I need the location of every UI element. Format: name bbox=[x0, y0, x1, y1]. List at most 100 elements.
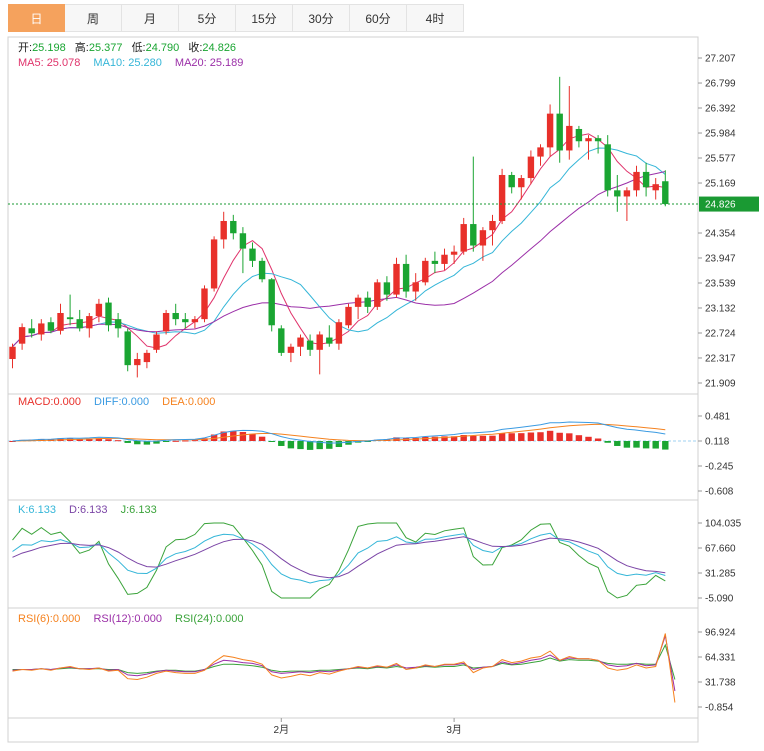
kdj-y-tick-label: -5.090 bbox=[705, 594, 734, 605]
candle-body bbox=[633, 171, 640, 191]
period-tabs: 日 周 月 5分 15分 30分 60分 4时 bbox=[8, 4, 464, 34]
candle bbox=[335, 319, 343, 350]
candle-body bbox=[66, 317, 74, 320]
candle bbox=[105, 297, 112, 332]
candles bbox=[9, 76, 669, 378]
candle-body bbox=[47, 322, 55, 331]
macd-bar bbox=[518, 433, 525, 441]
macd-legend: MACD:0.000 DIFF:0.000 DEA:0.000 bbox=[18, 396, 215, 408]
candle-body bbox=[614, 190, 621, 197]
candle-body bbox=[566, 125, 573, 151]
rsi6-value: 0.000 bbox=[53, 613, 81, 625]
candle-body bbox=[9, 346, 16, 360]
candle-body bbox=[287, 346, 295, 353]
candle-body bbox=[354, 297, 362, 307]
candle-body bbox=[546, 113, 554, 148]
tab-day[interactable]: 日 bbox=[8, 4, 65, 32]
tab-month[interactable]: 月 bbox=[122, 4, 179, 32]
candle bbox=[614, 174, 621, 212]
candle bbox=[230, 214, 237, 240]
candle bbox=[422, 257, 429, 286]
low-value: 24.790 bbox=[146, 42, 180, 54]
tab-week[interactable]: 周 bbox=[65, 4, 122, 32]
candle bbox=[642, 162, 650, 197]
candle bbox=[585, 135, 592, 160]
macd-bar bbox=[345, 441, 352, 445]
tab-60min[interactable]: 60分 bbox=[350, 4, 407, 32]
k-line bbox=[12, 532, 666, 584]
rsi12-value: 0.000 bbox=[134, 613, 162, 625]
macd-y-tick-label: -0.608 bbox=[705, 487, 734, 498]
macd-bar bbox=[441, 436, 448, 441]
candle bbox=[412, 273, 419, 301]
j-line bbox=[12, 522, 666, 599]
macd-bar bbox=[566, 433, 573, 441]
k-label: K: bbox=[18, 504, 28, 516]
main-y-tick-label: 26.799 bbox=[705, 79, 736, 90]
macd-bar bbox=[9, 441, 16, 442]
macd-label: MACD: bbox=[18, 396, 53, 408]
ma10-value: 25.280 bbox=[128, 57, 162, 69]
candle-body bbox=[652, 184, 659, 191]
high-label: 高: bbox=[75, 40, 89, 54]
candle bbox=[575, 125, 583, 148]
j-label: J: bbox=[121, 504, 130, 516]
macd-bar bbox=[604, 441, 611, 443]
tab-4hour[interactable]: 4时 bbox=[407, 4, 464, 32]
rsi24-line bbox=[12, 643, 676, 680]
candle bbox=[537, 144, 544, 166]
candle bbox=[402, 254, 410, 298]
candle-body bbox=[450, 251, 458, 255]
rsi-y-tick-label: -0.854 bbox=[705, 703, 734, 714]
candle-body bbox=[460, 224, 467, 252]
candle bbox=[431, 251, 439, 274]
high-value: 25.377 bbox=[89, 42, 123, 54]
macd-bar bbox=[642, 441, 650, 449]
macd-bar bbox=[76, 438, 83, 441]
tab-5min[interactable]: 5分 bbox=[179, 4, 236, 32]
candle bbox=[191, 316, 199, 329]
kdj-y-axis: 104.035 67.660 31.285 -5.090 bbox=[698, 519, 742, 605]
candle-body bbox=[316, 334, 323, 350]
macd-bar bbox=[210, 434, 218, 441]
candle-body bbox=[95, 303, 103, 317]
candle bbox=[182, 313, 189, 329]
candle-body bbox=[249, 248, 256, 261]
j-value: 6.133 bbox=[129, 504, 157, 516]
candle-body bbox=[489, 220, 496, 231]
rsi-y-axis: 96.924 64.331 31.738 -0.854 bbox=[698, 628, 736, 714]
macd-bar bbox=[662, 441, 669, 450]
candle-body bbox=[441, 254, 448, 264]
tab-15min[interactable]: 15分 bbox=[236, 4, 293, 32]
macd-bar bbox=[105, 439, 112, 441]
candle-body bbox=[594, 138, 602, 142]
candle bbox=[297, 334, 304, 356]
macd-bar bbox=[652, 441, 659, 449]
open-value: 25.198 bbox=[32, 42, 66, 54]
candle-body bbox=[527, 156, 535, 179]
x-tick-label: 3月 bbox=[446, 724, 462, 736]
candle bbox=[172, 303, 179, 326]
candle-body bbox=[498, 174, 506, 221]
main-y-tick-label: 23.132 bbox=[705, 303, 736, 314]
macd-bar bbox=[479, 435, 487, 441]
candle bbox=[38, 319, 45, 341]
candle bbox=[220, 211, 227, 249]
macd-bar bbox=[143, 441, 151, 445]
main-y-tick-label: 25.169 bbox=[705, 179, 736, 190]
candle-body bbox=[537, 147, 544, 157]
macd-bar bbox=[585, 436, 592, 441]
main-y-tick-label: 26.392 bbox=[705, 103, 736, 114]
candle-body bbox=[575, 128, 583, 142]
macd-bar bbox=[393, 437, 400, 441]
macd-bar bbox=[249, 433, 256, 441]
macd-bar bbox=[460, 434, 467, 441]
candle-body bbox=[124, 331, 131, 366]
candle-body bbox=[642, 171, 650, 188]
tab-30min[interactable]: 30分 bbox=[293, 4, 350, 32]
macd-bar bbox=[134, 441, 141, 445]
candle-body bbox=[210, 239, 218, 289]
macd-y-tick-label: 0.481 bbox=[705, 412, 730, 423]
